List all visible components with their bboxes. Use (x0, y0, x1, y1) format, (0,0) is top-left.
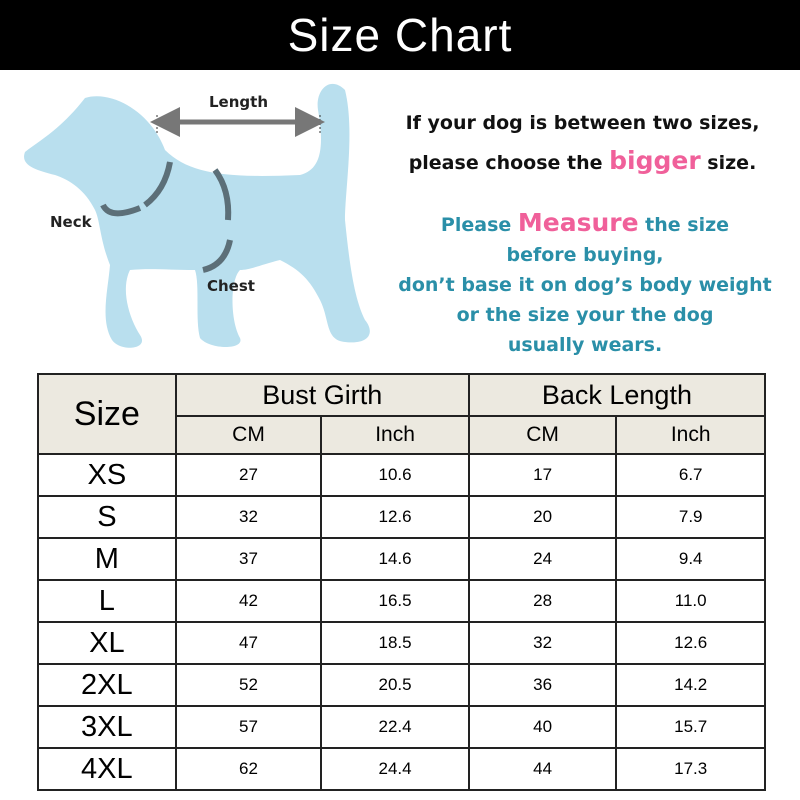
back-length-header: Back Length (467, 373, 767, 417)
table-row: M 37 14.6 24 9.4 (37, 537, 766, 581)
size-cell: 4XL (37, 747, 177, 791)
title-banner: Size Chart (0, 0, 800, 70)
value-cell: 17 (467, 453, 618, 497)
note-text: the size (638, 214, 730, 236)
value-cell: 11.0 (615, 579, 766, 623)
unit-header: CM (467, 415, 618, 455)
value-cell: 16.5 (320, 579, 470, 623)
value-cell: 18.5 (320, 621, 470, 665)
value-cell: 24 (467, 537, 618, 581)
unit-header: CM (174, 415, 323, 455)
note-text: size. (700, 152, 757, 174)
neck-label: Neck (50, 213, 92, 231)
value-cell: 62 (174, 747, 323, 791)
value-cell: 24.4 (320, 747, 470, 791)
value-cell: 42 (174, 579, 323, 623)
table-row: XL 47 18.5 32 12.6 (37, 621, 766, 665)
size-cell: M (37, 537, 177, 581)
note-line: don’t base it on dog’s body weight (398, 274, 772, 296)
value-cell: 20.5 (320, 663, 470, 707)
value-cell: 40 (467, 705, 618, 749)
size-table: Size Bust Girth Back Length CM Inch CM I… (37, 373, 767, 791)
value-cell: 32 (467, 621, 618, 665)
dog-silhouette-icon (24, 83, 370, 348)
table-row: 2XL 52 20.5 36 14.2 (37, 663, 766, 707)
value-cell: 32 (174, 495, 323, 539)
chest-label: Chest (207, 277, 255, 295)
value-cell: 15.7 (615, 705, 766, 749)
note-line: or the size your the dog (456, 304, 714, 326)
note-line: before buying, (506, 244, 664, 266)
value-cell: 47 (174, 621, 323, 665)
table-row: L 42 16.5 28 11.0 (37, 579, 766, 623)
unit-header: Inch (320, 415, 470, 455)
measure-advice-note: Please Measure the size before buying, d… (380, 208, 790, 360)
value-cell: 37 (174, 537, 323, 581)
note-highlight: bigger (609, 146, 701, 175)
value-cell: 36 (467, 663, 618, 707)
value-cell: 9.4 (615, 537, 766, 581)
value-cell: 12.6 (615, 621, 766, 665)
dog-measurement-diagram: Length Neck Chest (0, 70, 400, 370)
size-header: Size (37, 373, 177, 455)
table-row: XS 27 10.6 17 6.7 (37, 453, 766, 497)
size-cell: 3XL (37, 705, 177, 749)
table-row: S 32 12.6 20 7.9 (37, 495, 766, 539)
value-cell: 20 (467, 495, 618, 539)
bust-girth-header: Bust Girth (174, 373, 470, 417)
value-cell: 57 (174, 705, 323, 749)
value-cell: 28 (467, 579, 618, 623)
value-cell: 27 (174, 453, 323, 497)
value-cell: 22.4 (320, 705, 470, 749)
value-cell: 10.6 (320, 453, 470, 497)
size-cell: L (37, 579, 177, 623)
note-line: If your dog is between two sizes, (405, 112, 760, 134)
size-cell: 2XL (37, 663, 177, 707)
value-cell: 12.6 (320, 495, 470, 539)
size-cell: S (37, 495, 177, 539)
note-highlight: Measure (517, 208, 639, 237)
unit-header: Inch (615, 415, 766, 455)
note-text: please choose the (408, 152, 610, 174)
value-cell: 44 (467, 747, 618, 791)
value-cell: 14.2 (615, 663, 766, 707)
size-cell: XS (37, 453, 177, 497)
table-row: 4XL 62 24.4 44 17.3 (37, 747, 766, 791)
size-advice-note: If your dog is between two sizes, please… (385, 104, 780, 182)
note-line: usually wears. (507, 334, 663, 356)
length-label: Length (209, 93, 268, 111)
size-cell: XL (37, 621, 177, 665)
value-cell: 7.9 (615, 495, 766, 539)
note-text: Please (440, 214, 518, 236)
value-cell: 6.7 (615, 453, 766, 497)
value-cell: 52 (174, 663, 323, 707)
value-cell: 17.3 (615, 747, 766, 791)
value-cell: 14.6 (320, 537, 470, 581)
note-line: please choose the bigger size. (385, 142, 780, 182)
table-row: 3XL 57 22.4 40 15.7 (37, 705, 766, 749)
note-line: Please Measure the size (380, 208, 790, 240)
